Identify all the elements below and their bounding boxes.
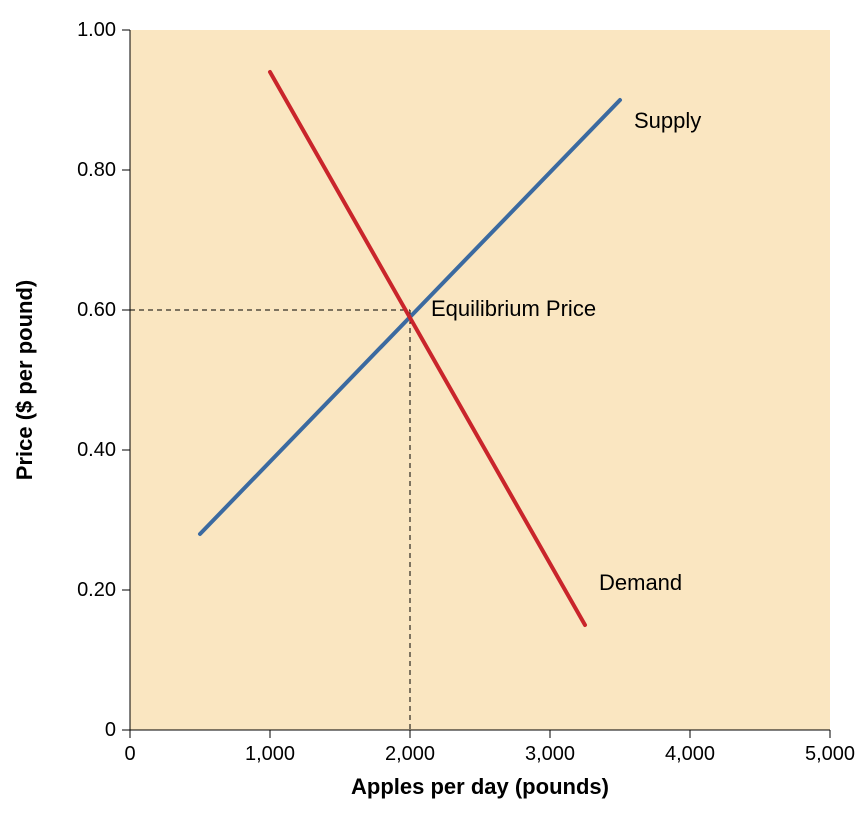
x-tick-label: 5,000: [805, 743, 855, 765]
y-tick-label: 0: [105, 719, 116, 741]
x-tick-label: 4,000: [665, 743, 715, 765]
x-tick-label: 0: [124, 743, 135, 765]
x-tick-label: 2,000: [385, 743, 435, 765]
x-axis-title: Apples per day (pounds): [351, 774, 609, 799]
y-tick-label: 0.80: [77, 159, 116, 181]
equilibrium-label: Equilibrium Price: [431, 296, 596, 321]
x-tick-label: 3,000: [525, 743, 575, 765]
plot-area: [130, 30, 830, 730]
y-tick-label: 1.00: [77, 19, 116, 41]
supply-demand-chart: 0 0.20 0.40 0.60 0.80 1.00 0 1,000 2,000 3,000 4,0…: [0, 0, 868, 834]
y-axis-title: Price ($ per pound): [12, 280, 37, 480]
supply-label: Supply: [634, 108, 701, 133]
y-tick-label: 0.20: [77, 579, 116, 601]
y-tick-label: 0.60: [77, 299, 116, 321]
x-tick-label: 1,000: [245, 743, 295, 765]
y-tick-label: 0.40: [77, 439, 116, 461]
demand-label: Demand: [599, 570, 682, 595]
